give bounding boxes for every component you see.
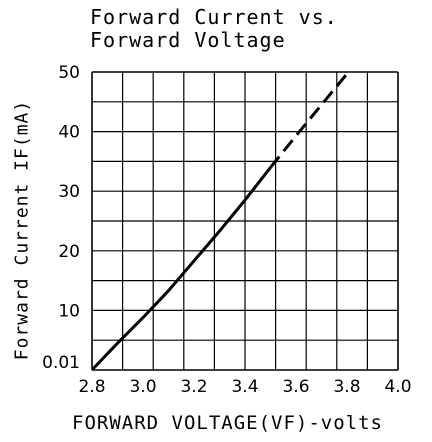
x-tick-label: 3.0 (129, 377, 156, 397)
y-tick-label: 10 (58, 301, 80, 321)
x-tick-label: 4.0 (384, 377, 411, 397)
grid (91, 71, 399, 371)
series-lines (92, 72, 351, 370)
x-tick-label: 3.2 (180, 377, 207, 397)
y-tick-label: 0.01 (42, 353, 80, 373)
x-tick-label: 2.8 (78, 377, 105, 397)
chart-title: Forward Current vs. Forward Voltage (90, 6, 338, 52)
y-tick-label: 40 (58, 123, 80, 143)
x-tick-label: 3.6 (282, 377, 309, 397)
x-axis-label: FORWARD VOLTAGE(VF)-volts (72, 412, 383, 434)
y-tick-label: 50 (58, 63, 80, 83)
series-line-dashed (269, 72, 351, 169)
series-line-solid (92, 166, 272, 370)
y-tick-label: 20 (58, 242, 80, 262)
y-tick-label: 30 (58, 182, 80, 202)
tick-labels: 2.8 3.0 3.2 3.4 3.6 3.8 4.0 0.01 10 20 30 40 50 (42, 63, 411, 397)
title-line-2: Forward Voltage (90, 28, 286, 52)
x-tick-label: 3.8 (333, 377, 360, 397)
x-tick-label: 3.4 (231, 377, 258, 397)
title-line-1: Forward Current vs. (90, 5, 338, 29)
